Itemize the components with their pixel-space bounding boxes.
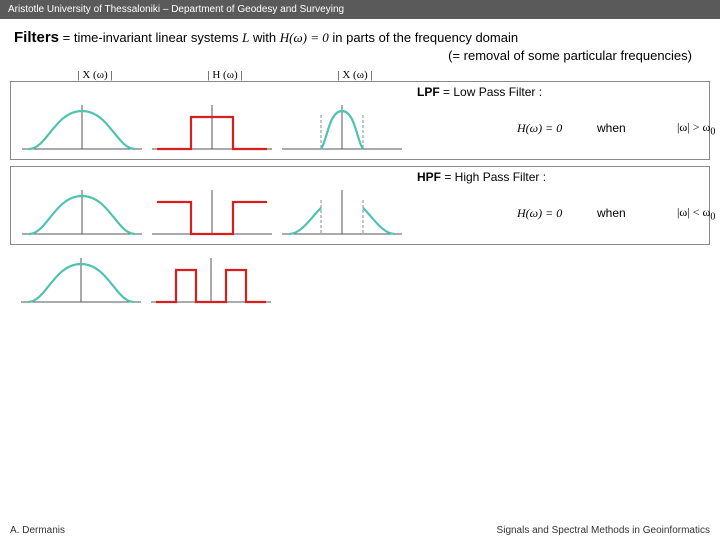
filter-abbr: HPF — [417, 170, 441, 184]
filter-condition: H(ω) = 0 when |ω| > ω0 — [407, 120, 720, 137]
cond-range: |ω| > ω0 — [677, 120, 720, 137]
output-spectrum-plot — [277, 101, 407, 156]
definition-line: Filters = time-invariant linear systems … — [0, 19, 720, 48]
output-spectrum-plot — [277, 186, 407, 241]
filter-block-1: HPF = High Pass Filter : H(ω) = 0 when |… — [10, 166, 710, 245]
cond-when: when — [597, 121, 653, 135]
def-post: in parts of the frequency domain — [329, 30, 518, 45]
filter-row: H(ω) = 0 when |ω| < ω0 — [17, 186, 703, 241]
filter-response-plot — [147, 186, 277, 241]
footer: A. Dermanis Signals and Spectral Methods… — [0, 525, 720, 536]
input-spectrum-plot — [16, 254, 146, 309]
cond-range: |ω| < ω0 — [677, 205, 720, 222]
filter-block-0: LPF = Low Pass Filter : H(ω) = 0 when |ω… — [10, 81, 710, 160]
col-label-2: | H (ω) | — [160, 69, 290, 81]
filter-full: = Low Pass Filter : — [440, 85, 542, 99]
filter-row: H(ω) = 0 when |ω| > ω0 — [17, 101, 703, 156]
filter-condition: H(ω) = 0 when |ω| < ω0 — [407, 205, 720, 222]
filter-block-2 — [10, 251, 710, 312]
footer-author: A. Dermanis — [10, 525, 65, 536]
cond-h: H(ω) = 0 — [517, 206, 573, 221]
filter-abbr: LPF — [417, 85, 440, 99]
cond-h: H(ω) = 0 — [517, 121, 573, 136]
cond-when: when — [597, 206, 653, 220]
input-spectrum-plot — [17, 101, 147, 156]
def-lead: Filters — [14, 29, 59, 46]
column-labels: | X (ω) | | H (ω) | | X (ω) | — [0, 69, 720, 81]
filter-row — [16, 254, 704, 309]
filter-response-plot — [146, 254, 276, 309]
header-bar: Aristotle University of Thessaloniki – D… — [0, 0, 720, 19]
filters-container: LPF = Low Pass Filter : H(ω) = 0 when |ω… — [0, 81, 720, 312]
col-label-1: | X (ω) | — [30, 69, 160, 81]
col-label-3: | X (ω) | — [290, 69, 420, 81]
output-spectrum-plot — [276, 254, 406, 309]
footer-title: Signals and Spectral Methods in Geoinfor… — [497, 525, 710, 536]
def-mid: with — [249, 30, 279, 45]
input-spectrum-plot — [17, 186, 147, 241]
def-pre: = time-invariant linear systems — [59, 30, 242, 45]
filter-title: HPF = High Pass Filter : — [17, 170, 703, 186]
filter-response-plot — [147, 101, 277, 156]
def-H: H(ω) = 0 — [280, 30, 329, 45]
definition-sub: (= removal of some particular frequencie… — [0, 48, 720, 69]
filter-title: LPF = Low Pass Filter : — [17, 85, 703, 101]
filter-full: = High Pass Filter : — [441, 170, 546, 184]
